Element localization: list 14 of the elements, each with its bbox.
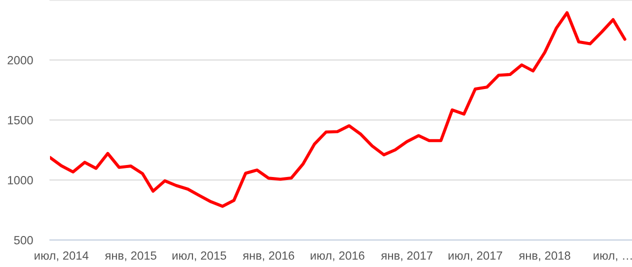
y-tick-label: 1000 — [8, 176, 33, 184]
y-tick-label: 1500 — [8, 116, 33, 124]
x-tick-label: июл, … — [594, 253, 632, 262]
x-tick-label: июл, 2014 — [34, 251, 88, 262]
x-tick-label: янв, 2016 — [242, 251, 294, 262]
x-tick-label: июл, 2016 — [310, 251, 364, 262]
line-series — [50, 11, 626, 208]
y-tick-label: 2000 — [8, 56, 33, 64]
x-tick-label: янв, 2018 — [518, 251, 570, 262]
x-tick-label: июл, 2015 — [172, 251, 226, 262]
x-tick-label: янв, 2017 — [381, 251, 432, 262]
x-tick-label: июл, 2017 — [448, 251, 502, 262]
y-tick-label: 500 — [14, 236, 33, 244]
x-tick-label: янв, 2015 — [104, 251, 156, 262]
